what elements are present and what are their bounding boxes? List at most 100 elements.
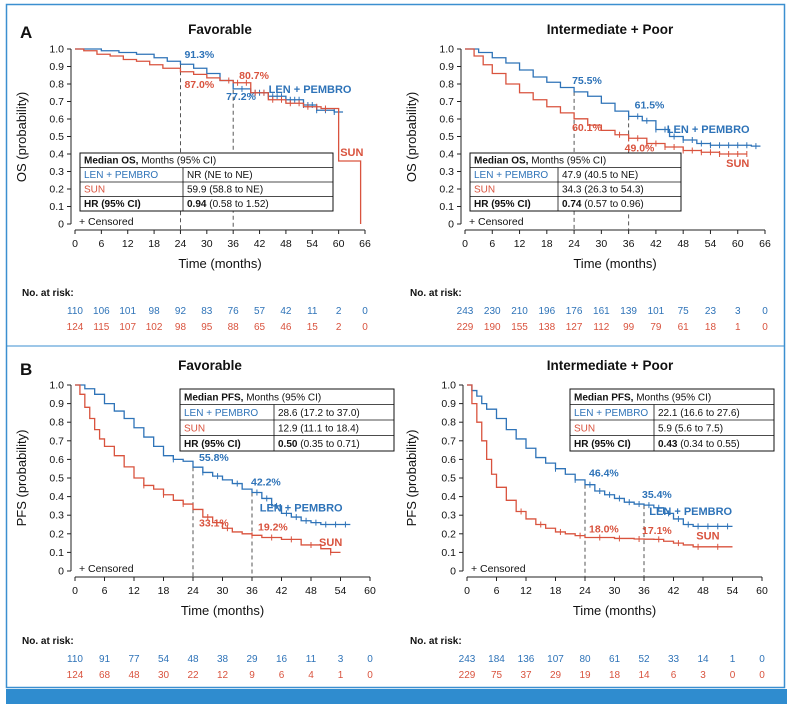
x-tick-label: 0 [462, 238, 468, 250]
x-tick-label: 54 [705, 238, 717, 250]
landmark-percent-label: 49.0% [625, 142, 655, 154]
at-risk-len-count: 107 [547, 654, 564, 665]
at-risk-sun-count: 112 [593, 322, 609, 333]
at-risk-sun-count: 95 [201, 322, 213, 333]
x-tick-label: 60 [364, 585, 376, 597]
y-tick-label: 0.4 [441, 491, 456, 503]
x-tick-label: 54 [727, 585, 739, 597]
stats-header-bold: Median OS, [474, 156, 529, 167]
y-tick-label: 0.7 [49, 435, 64, 447]
x-tick-label: 30 [609, 585, 621, 597]
at-risk-sun-count: 99 [623, 322, 635, 333]
at-risk-len-count: 11 [307, 306, 318, 317]
at-risk-sun-count: 0 [759, 670, 765, 681]
panel-title: Intermediate + Poor [547, 22, 674, 37]
x-tick-label: 6 [489, 238, 495, 250]
x-axis-label: Time (months) [181, 603, 264, 618]
y-tick-label: 0.8 [49, 79, 64, 91]
sun-curve-label: SUN [340, 147, 363, 159]
x-axis-label: Time (months) [573, 603, 656, 618]
at-risk-sun-count: 61 [678, 322, 690, 333]
y-axis-label: OS (probability) [404, 92, 419, 182]
at-risk-sun-count: 0 [762, 322, 768, 333]
stats-value-rest: (0.58 to 1.52) [206, 199, 268, 210]
y-tick-label: 0 [58, 566, 64, 578]
sun-curve [75, 384, 341, 554]
landmark-percent-label: 55.8% [199, 452, 229, 464]
len-pembro-curve [467, 384, 733, 528]
len-pembro-curve-label: LEN + PEMBRO [269, 84, 352, 96]
landmark-percent-label: 87.0% [184, 79, 214, 91]
stats-value-bold: 0.43 [658, 439, 678, 450]
x-tick-label: 36 [246, 585, 258, 597]
x-tick-label: 42 [668, 585, 680, 597]
at-risk-sun-count: 19 [579, 670, 591, 681]
x-tick-label: 0 [72, 238, 78, 250]
x-tick-label: 36 [227, 238, 239, 250]
landmark-percent-label: 46.4% [589, 468, 619, 480]
at-risk-len-count: 54 [158, 654, 170, 665]
y-tick-label: 0.6 [49, 454, 64, 466]
at-risk-len-count: 98 [149, 306, 161, 317]
landmark-percent-label: 77.2% [226, 91, 256, 103]
x-tick-label: 42 [254, 238, 266, 250]
at-risk-sun-count: 229 [459, 670, 476, 681]
y-tick-label: 0.5 [49, 473, 64, 485]
at-risk-len-count: 29 [246, 654, 258, 665]
at-risk-len-count: 0 [762, 306, 768, 317]
at-risk-len-count: 0 [362, 306, 368, 317]
at-risk-len-count: 110 [67, 306, 83, 317]
y-tick-label: 0.3 [49, 510, 64, 522]
y-tick-label: 0.9 [49, 61, 64, 73]
x-tick-label: 12 [520, 585, 532, 597]
y-tick-label: 0.6 [441, 454, 456, 466]
landmark-percent-label: 35.4% [642, 489, 672, 501]
at-risk-len-count: 184 [488, 654, 505, 665]
censored-note: + Censored [469, 216, 524, 228]
stats-value-rest: (0.34 to 0.55) [677, 439, 739, 450]
at-risk-len-count: 75 [678, 306, 690, 317]
y-axis-label: PFS (probability) [14, 430, 29, 527]
x-tick-label: 30 [596, 238, 608, 250]
stats-row-label: SUN [84, 185, 105, 196]
y-tick-label: 0.1 [49, 201, 64, 213]
x-tick-label: 0 [464, 585, 470, 597]
y-tick-label: 0 [450, 566, 456, 578]
at-risk-len-count: 52 [638, 654, 650, 665]
at-risk-len-count: 80 [579, 654, 591, 665]
at-risk-sun-count: 1 [735, 322, 741, 333]
footer-bar [6, 689, 787, 704]
at-risk-sun-count: 6 [671, 670, 677, 681]
x-axis-label: Time (months) [178, 256, 261, 271]
at-risk-len-count: 136 [518, 654, 535, 665]
at-risk-len-count: 92 [175, 306, 187, 317]
x-tick-label: 36 [623, 238, 635, 250]
stats-row-label: SUN [184, 424, 205, 435]
x-tick-label: 12 [128, 585, 140, 597]
y-tick-label: 0.5 [441, 473, 456, 485]
at-risk-len-count: 48 [187, 654, 199, 665]
stats-header-bold: Median PFS, [574, 393, 634, 404]
stats-value-bold: 0.74 [562, 199, 582, 210]
at-risk-sun-count: 65 [254, 322, 266, 333]
y-tick-label: 0.1 [441, 547, 456, 559]
sun-curve-label: SUN [696, 530, 719, 542]
at-risk-len-count: 230 [484, 306, 501, 317]
at-risk-len-count: 14 [697, 654, 709, 665]
x-tick-label: 24 [568, 238, 580, 250]
at-risk-sun-count: 12 [217, 670, 229, 681]
x-tick-label: 24 [175, 238, 187, 250]
at-risk-sun-count: 115 [93, 322, 109, 333]
censored-note: + Censored [471, 563, 526, 575]
x-tick-label: 12 [122, 238, 134, 250]
at-risk-len-count: 101 [648, 306, 665, 317]
at-risk-len-count: 57 [254, 306, 266, 317]
x-tick-label: 6 [102, 585, 108, 597]
at-risk-sun-count: 88 [228, 322, 240, 333]
at-risk-sun-count: 3 [700, 670, 706, 681]
x-tick-label: 48 [677, 238, 689, 250]
y-tick-label: 0.4 [439, 149, 454, 161]
stats-box-header: Median OS, Months (95% CI) [474, 156, 606, 167]
stats-box: Median PFS, Months (95% CI) LEN + PEMBRO 2… [179, 388, 395, 452]
stats-row-value: 0.94 (0.58 to 1.52) [187, 199, 269, 210]
